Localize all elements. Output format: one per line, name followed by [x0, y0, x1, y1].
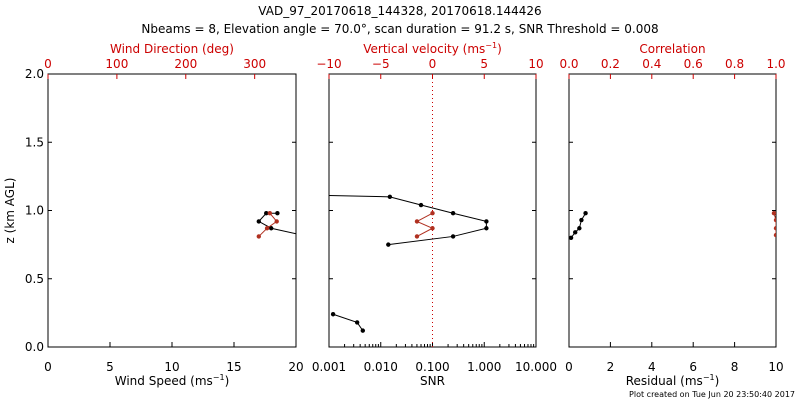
wind-speed-point: [264, 211, 269, 216]
residual-point: [569, 235, 574, 240]
top-tick-label: −10: [316, 57, 341, 71]
bottom-tick-label: 20: [288, 360, 303, 374]
panel-wind: 0.0 0.5 1.0 1.5 2.0 z (km AGL) 0 5 10 15 20 Wind Sp…: [3, 42, 316, 388]
bottom-tick-label: 0.001: [312, 360, 346, 374]
snr-point: [450, 234, 456, 239]
bottom-tick-label: 5: [106, 360, 114, 374]
top-axis-label: Vertical velocity (ms−1): [363, 41, 502, 56]
wind-direction-point: [264, 226, 270, 231]
top-tick-label: 0: [44, 57, 52, 71]
ytick-label: 1.5: [25, 135, 44, 149]
snr-point: [450, 211, 456, 216]
right-series-group: [569, 211, 776, 240]
bottom-tick-label: 6: [689, 360, 697, 374]
middle-series-group: [267, 192, 489, 333]
top-tick-label: 200: [174, 57, 197, 71]
wind-direction-line: [258, 212, 278, 237]
snr-point: [267, 192, 271, 196]
vertical-velocity-point: [430, 211, 435, 216]
snr-point: [418, 202, 424, 208]
wind-speed-point: [256, 219, 261, 224]
bottom-tick-label: 10.000: [515, 360, 557, 374]
bottom-axis-label: Wind Speed (ms−1): [115, 373, 230, 388]
left-series-group: [256, 211, 316, 240]
figure-title: VAD_97_20170618_144328, 20170618.144426: [258, 4, 541, 18]
bottom-tick-label: 4: [648, 360, 656, 374]
panel-snr: 0.001 0.010 0.100 1.000 10.000 SNR −10 −5 0 5 10 Ve…: [267, 41, 557, 388]
correlation-point: [773, 226, 776, 231]
correlation-point: [773, 232, 776, 238]
snr-line: [329, 194, 487, 246]
bottom-axis-label: Residual (ms−1): [626, 373, 720, 388]
snr-point: [484, 219, 489, 224]
bottom-tick-label: 0.010: [364, 360, 398, 374]
bottom-tick-label: 8: [731, 360, 739, 374]
top-tick-label: 0.6: [684, 57, 703, 71]
wind-direction-point: [274, 219, 279, 224]
bottom-tick-label: 0: [565, 360, 573, 374]
top-tick-label: 100: [105, 57, 128, 71]
right-frame: [568, 73, 777, 348]
top-tick-label: 0: [429, 57, 437, 71]
vertical-velocity-point: [430, 226, 435, 231]
ytick-label: 0.0: [25, 340, 44, 354]
wind-speed-point: [275, 211, 280, 216]
top-tick-label: 0.4: [642, 57, 661, 71]
vertical-velocity-line: [415, 212, 434, 237]
bottom-tick-label: 0.100: [415, 360, 449, 374]
vertical-velocity-point: [414, 234, 420, 239]
residual-point: [577, 226, 582, 231]
snr-low--point: [360, 328, 366, 333]
top-tick-label: 300: [243, 57, 266, 71]
top-axis-label: Correlation: [639, 42, 705, 56]
figure-subtitle: Nbeams = 8, Elevation angle = 70.0°, sca…: [141, 22, 658, 36]
residual-point: [579, 217, 584, 223]
correlation-point: [771, 211, 776, 216]
wind-speed-point: [269, 226, 274, 231]
bottom-tick-label: 0: [44, 360, 52, 374]
plot-created-footer: Plot created on Tue Jun 20 23:50:40 2017: [629, 390, 795, 399]
snr-low--point: [330, 312, 336, 317]
correlation-line: [773, 213, 776, 236]
top-tick-label: 0.8: [725, 57, 744, 71]
top-tick-label: 0.0: [559, 57, 578, 71]
residual-point: [573, 230, 578, 235]
top-tick-label: 10: [528, 57, 543, 71]
top-tick-label: −5: [372, 57, 390, 71]
bottom-axis-label: SNR: [420, 374, 445, 388]
wind-direction-point: [256, 234, 261, 239]
top-tick-label: 0.2: [601, 57, 620, 71]
top-tick-label: 1.0: [766, 57, 785, 71]
wind-direction-point: [267, 211, 273, 216]
ytick-label: 2.0: [25, 67, 44, 81]
left-frame: [47, 73, 297, 348]
bottom-tick-label: 2: [607, 360, 615, 374]
bottom-tick-label: 15: [226, 360, 241, 374]
bottom-tick-label: 10: [164, 360, 179, 374]
bottom-tick-label: 1.000: [467, 360, 501, 374]
top-tick-label: 5: [480, 57, 488, 71]
ytick-label: 0.5: [25, 272, 44, 286]
top-axis-label: Wind Direction (deg): [110, 42, 234, 56]
snr-point: [387, 194, 393, 200]
bottom-tick-label: 10: [768, 360, 783, 374]
panel-residual: 0 2 4 6 8 10 Residual (ms−1) 0.0 0.2 0.4 0.6 0.8 1.0…: [559, 42, 785, 388]
vertical-velocity-point: [414, 219, 420, 224]
snr-low--point: [354, 320, 360, 325]
wind-speed-line: [258, 212, 296, 235]
wind-speed-point: [312, 236, 316, 240]
snr-point: [484, 226, 489, 231]
residual-point: [583, 211, 588, 216]
y-axis-label: z (km AGL): [3, 178, 17, 244]
snr-point: [386, 242, 391, 247]
residual-line: [570, 212, 586, 239]
ytick-label: 1.0: [25, 204, 44, 218]
correlation-point: [773, 217, 776, 223]
